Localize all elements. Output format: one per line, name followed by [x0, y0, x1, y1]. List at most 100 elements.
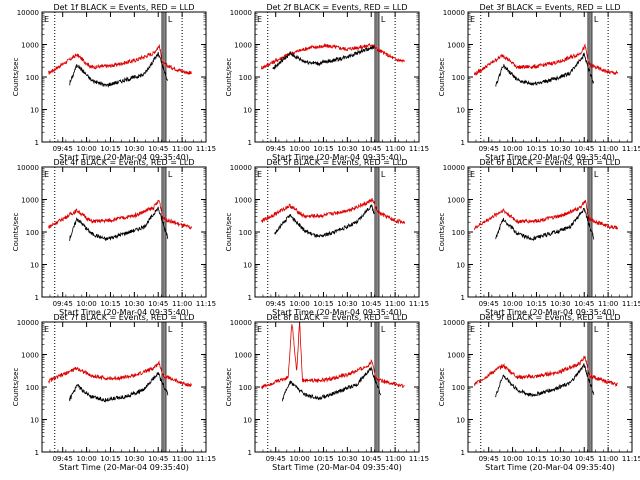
plot-frame — [41, 321, 207, 453]
x-tick-label: 10:00 — [289, 300, 309, 308]
x-axis-label: Start Time (20-Mar-04 09:35:40) — [485, 153, 615, 162]
plot-title: Det 9f BLACK = Events, RED = LLD — [479, 313, 620, 322]
x-tick-label: 10:30 — [124, 455, 144, 463]
x-tick-label: 10:00 — [502, 455, 522, 463]
x-tick-label: 10:15 — [526, 145, 546, 153]
y-tick-label: 1 — [461, 294, 465, 302]
x-tick-label: 09:45 — [53, 300, 73, 308]
events-series-line — [69, 206, 169, 242]
y-axis-label: Counts/sec — [12, 368, 20, 407]
marker-e-label: E — [44, 170, 49, 179]
x-tick-label: 10:15 — [100, 300, 120, 308]
y-tick-label: 10 — [30, 417, 39, 425]
x-tick-label: 10:00 — [76, 455, 96, 463]
x-tick-label: 10:45 — [361, 455, 381, 463]
x-tick-label: 10:00 — [502, 300, 522, 308]
plot-frame — [254, 166, 420, 298]
plot-title: Det 6f BLACK = Events, RED = LLD — [479, 158, 620, 167]
x-tick-label: 10:30 — [337, 300, 357, 308]
y-tick-label: 10 — [30, 107, 39, 115]
x-tick-label: 10:45 — [574, 300, 594, 308]
lld-series-line — [48, 360, 193, 388]
x-tick-label: 10:30 — [124, 300, 144, 308]
plot-title: Det 7f BLACK = Events, RED = LLD — [53, 313, 194, 322]
y-tick-label: 10000 — [230, 164, 252, 172]
x-axis-label: Start Time (20-Mar-04 09:35:40) — [272, 153, 402, 162]
x-tick-label: 10:30 — [550, 455, 570, 463]
y-tick-label: 10 — [243, 262, 252, 270]
y-tick-label: 100 — [26, 229, 39, 237]
y-tick-label: 1000 — [234, 197, 252, 205]
y-tick-label: 100 — [26, 384, 39, 392]
x-tick-label: 10:30 — [337, 145, 357, 153]
x-tick-label: 09:45 — [266, 455, 286, 463]
lld-series-line — [261, 42, 405, 70]
x-tick-label: 11:15 — [196, 455, 216, 463]
x-tick-label: 09:45 — [266, 145, 286, 153]
x-tick-label: 09:45 — [479, 300, 499, 308]
x-tick-label: 10:15 — [100, 145, 120, 153]
y-tick-label: 10000 — [17, 9, 39, 17]
x-tick-label: 09:45 — [479, 145, 499, 153]
marker-l-label: L — [381, 15, 386, 24]
y-tick-label: 10 — [456, 262, 465, 270]
y-axis-label: Counts/sec — [438, 213, 446, 252]
marker-l-label: L — [381, 325, 386, 334]
x-tick-label: 11:15 — [622, 455, 640, 463]
x-axis-label: Start Time (20-Mar-04 09:35:40) — [59, 463, 189, 472]
x-tick-label: 11:00 — [385, 145, 405, 153]
y-axis-label: Counts/sec — [12, 213, 20, 252]
y-tick-label: 10 — [243, 417, 252, 425]
events-series-line — [69, 372, 169, 403]
marker-e-label: E — [257, 325, 262, 334]
lld-series-line — [474, 355, 618, 388]
marker-e-label: E — [470, 15, 475, 24]
events-series-line — [495, 52, 595, 87]
x-tick-label: 10:30 — [550, 300, 570, 308]
x-tick-label: 11:00 — [598, 455, 618, 463]
y-tick-label: 100 — [26, 74, 39, 82]
marker-l-label: L — [168, 170, 173, 179]
marker-l-label: L — [381, 170, 386, 179]
y-tick-label: 1000 — [21, 197, 39, 205]
y-tick-label: 10000 — [230, 9, 252, 17]
x-tick-label: 10:15 — [100, 455, 120, 463]
x-tick-label: 10:30 — [550, 145, 570, 153]
x-tick-label: 11:15 — [409, 300, 429, 308]
x-axis-label: Start Time (20-Mar-04 09:35:40) — [59, 153, 189, 162]
x-axis-label: Start Time (20-Mar-04 09:35:40) — [485, 463, 615, 472]
lld-series-line — [474, 43, 619, 76]
y-axis-label: Counts/sec — [225, 213, 233, 252]
x-tick-label: 10:45 — [148, 455, 168, 463]
lld-series-line — [261, 197, 406, 225]
events-series-line — [495, 363, 595, 398]
x-tick-label: 10:30 — [337, 455, 357, 463]
y-tick-label: 1 — [35, 294, 39, 302]
x-tick-label: 09:45 — [53, 455, 73, 463]
plot-frame — [254, 321, 420, 453]
y-tick-label: 1000 — [21, 42, 39, 50]
plot-frame — [467, 11, 633, 143]
plot-title: Det 3f BLACK = Events, RED = LLD — [479, 3, 620, 12]
marker-e-label: E — [257, 15, 262, 24]
y-tick-label: 100 — [239, 229, 252, 237]
x-tick-label: 11:00 — [385, 300, 405, 308]
marker-l-label: L — [594, 15, 599, 24]
plot-frame — [41, 11, 207, 143]
y-axis-label: Counts/sec — [438, 58, 446, 97]
y-tick-label: 1 — [461, 449, 465, 457]
y-tick-label: 1000 — [447, 197, 465, 205]
x-tick-label: 10:15 — [526, 455, 546, 463]
x-tick-label: 11:15 — [409, 145, 429, 153]
y-tick-label: 1 — [248, 139, 252, 147]
plot-title: Det 4f BLACK = Events, RED = LLD — [53, 158, 194, 167]
y-tick-label: 10000 — [230, 319, 252, 327]
x-axis-label: Start Time (20-Mar-04 09:35:40) — [59, 308, 189, 317]
y-tick-label: 100 — [452, 229, 465, 237]
y-tick-label: 100 — [239, 384, 252, 392]
y-axis-label: Counts/sec — [225, 58, 233, 97]
y-tick-label: 1 — [248, 294, 252, 302]
marker-e-label: E — [44, 325, 49, 334]
x-axis-label: Start Time (20-Mar-04 09:35:40) — [272, 463, 402, 472]
